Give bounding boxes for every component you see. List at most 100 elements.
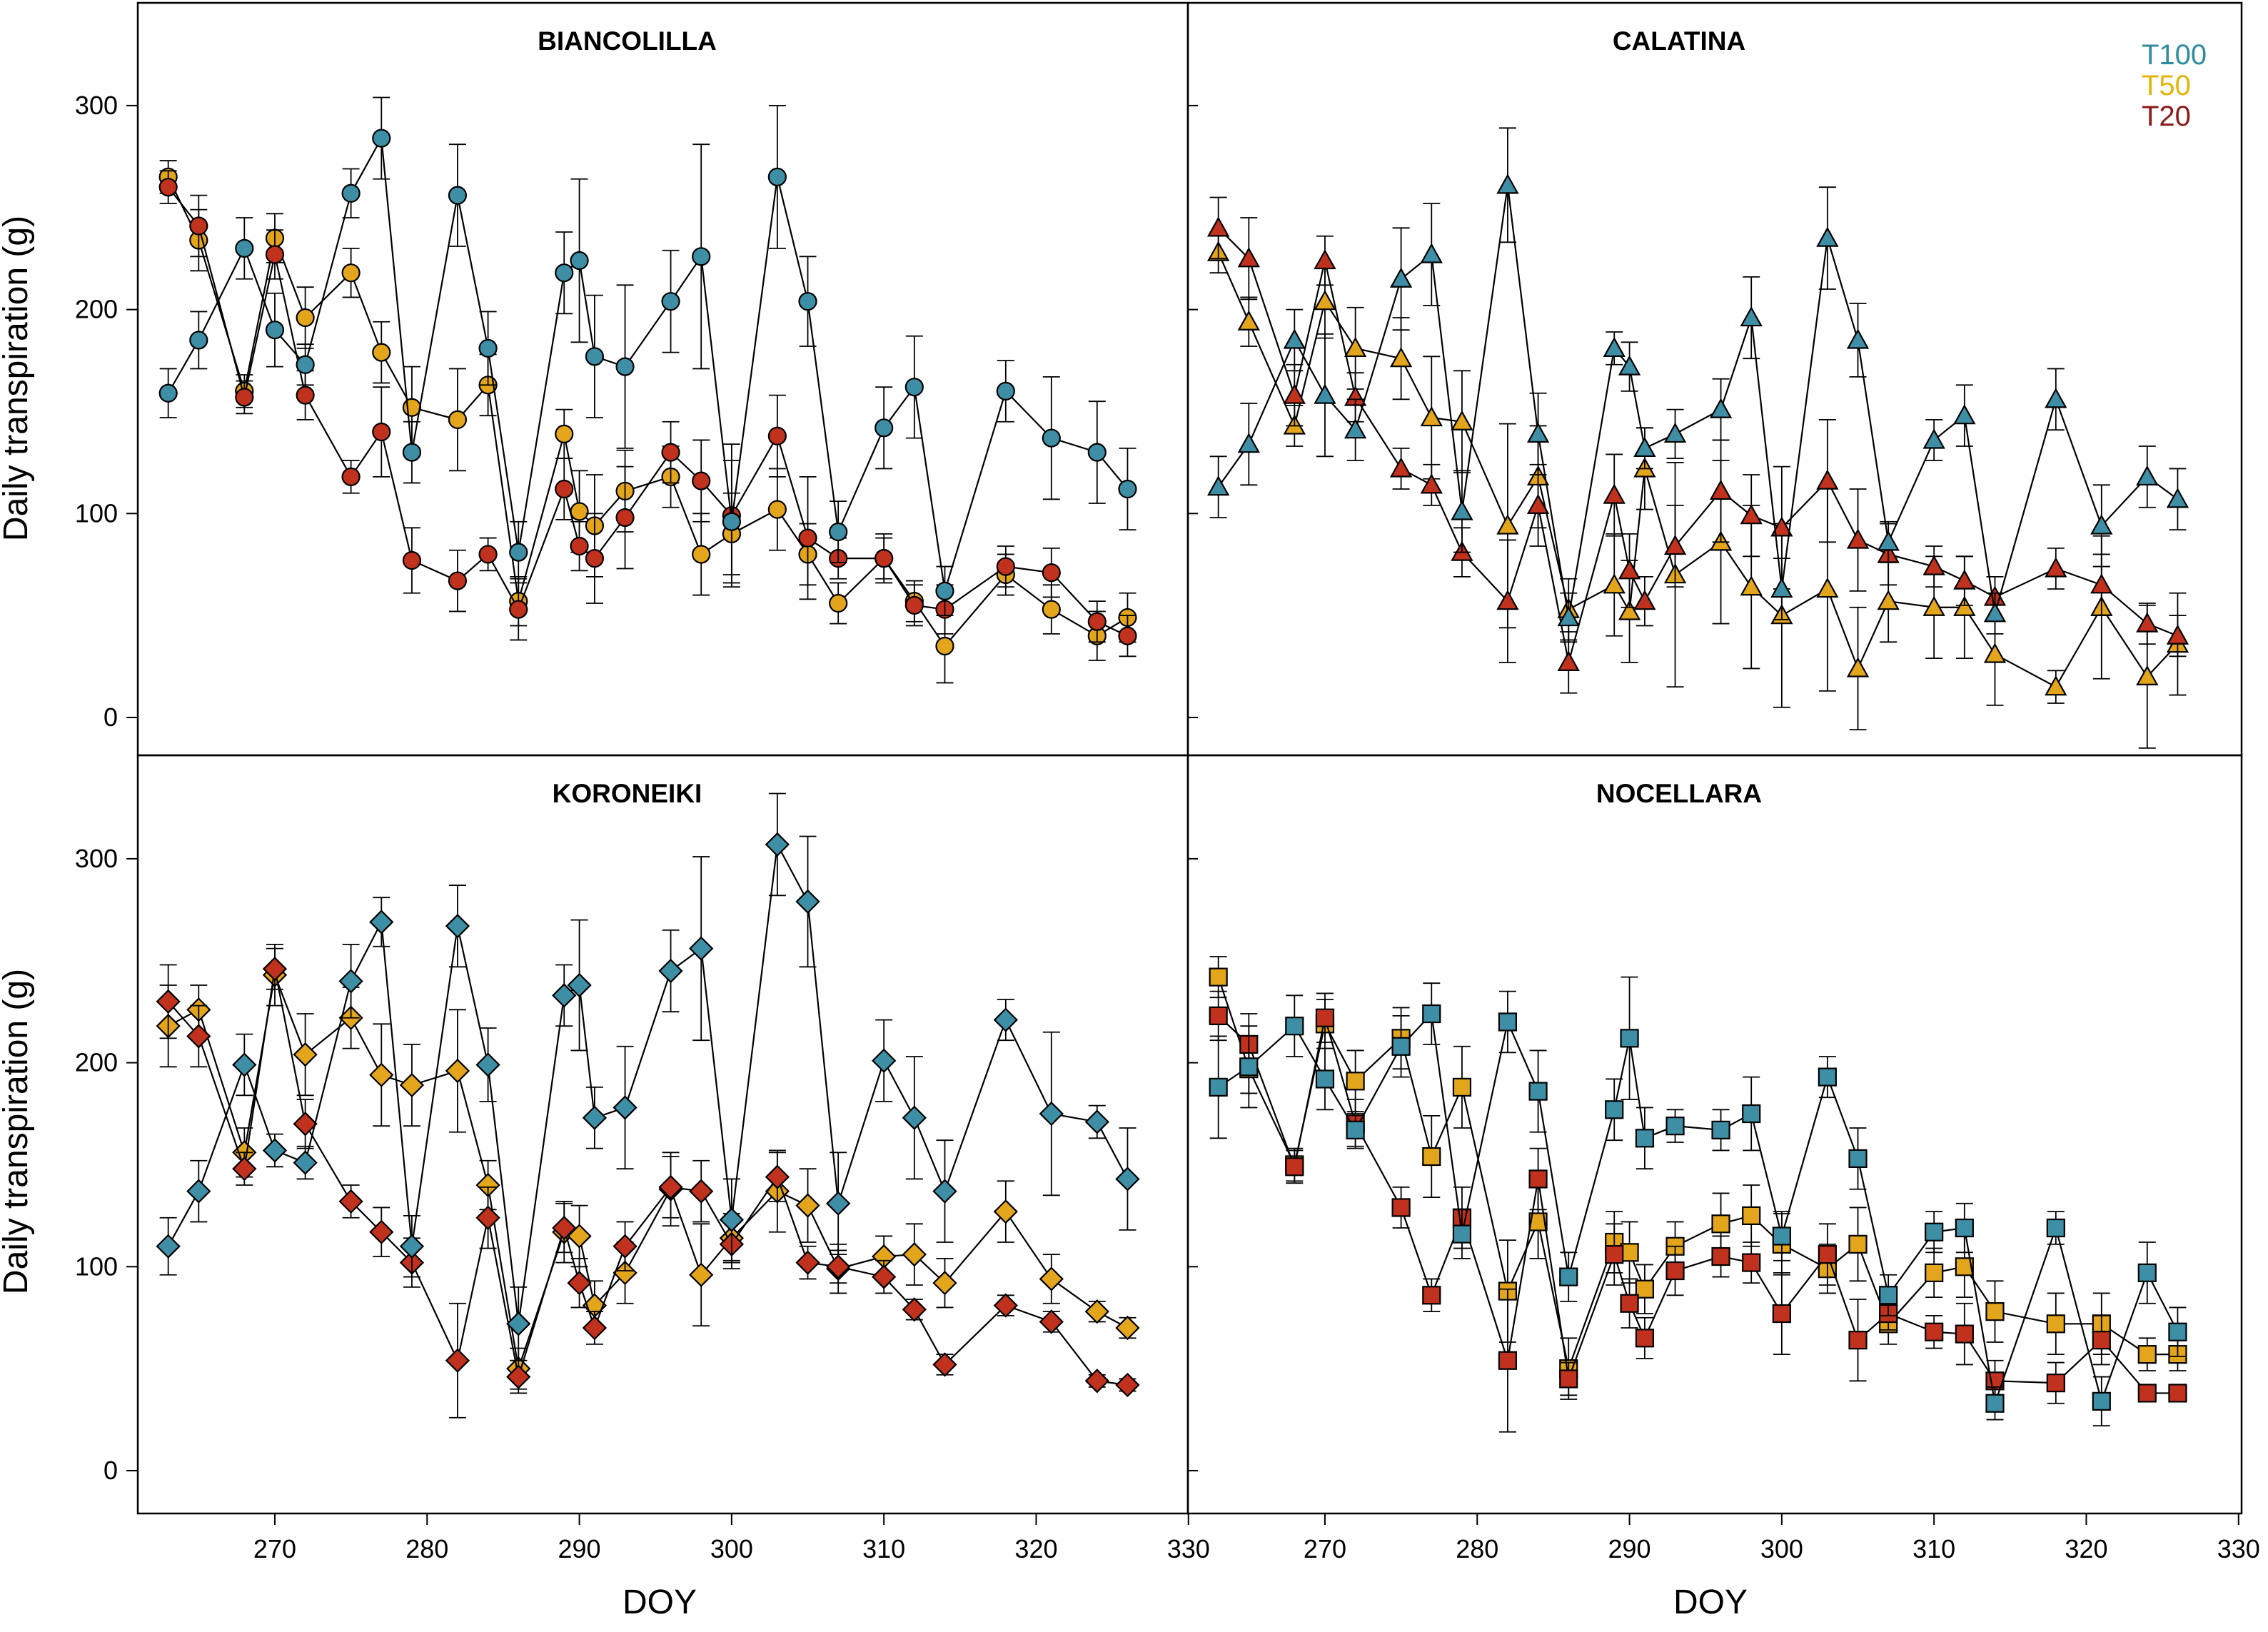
- y-axis-label-bottom: Daily transpiration (g): [0, 969, 35, 1294]
- data-point-t100: [1498, 1012, 1518, 1032]
- panel-nocellara: NOCELLARA 270 280 290 300 310 320 330: [1186, 754, 2260, 1563]
- data-point-t100: [689, 936, 714, 961]
- data-point-t50: [1496, 514, 1519, 535]
- x-axis-label-left: DOY: [623, 1583, 697, 1621]
- data-point-t100: [570, 251, 589, 271]
- data-point-t100: [1605, 1100, 1624, 1119]
- data-point-t20: [555, 479, 574, 499]
- data-point-t100: [722, 512, 741, 531]
- data-point-t100: [1039, 1101, 1064, 1127]
- data-point-t100: [795, 889, 820, 915]
- data-point-t100: [369, 910, 394, 935]
- data-point-t100: [932, 1179, 957, 1204]
- data-point-t100: [1983, 602, 2007, 623]
- data-point-t50: [555, 424, 574, 443]
- data-point-t100: [2137, 1263, 2157, 1282]
- data-point-t100: [2136, 465, 2159, 486]
- data-point-t50: [1925, 1263, 1944, 1282]
- y-tick-label: 200: [75, 295, 118, 324]
- data-point-t50: [369, 1062, 394, 1087]
- legend-t100: T100: [2142, 39, 2207, 71]
- data-point-t20: [613, 1234, 637, 1259]
- data-point-t50: [692, 545, 711, 564]
- legend-t50: T50: [2142, 70, 2191, 101]
- data-point-t20: [1084, 1369, 1109, 1394]
- data-point-t20: [1315, 1008, 1335, 1027]
- data-point-t20: [1922, 555, 1945, 575]
- y-axis-label-top: Daily transpiration (g): [0, 216, 35, 541]
- data-point-t100: [1422, 1004, 1441, 1024]
- data-point-t20: [1498, 1351, 1518, 1370]
- data-point-t20: [509, 600, 528, 619]
- data-point-t20: [1039, 1309, 1064, 1334]
- data-point-t20: [506, 1364, 531, 1389]
- data-point-t20: [1496, 590, 1519, 610]
- data-point-t20: [567, 1271, 592, 1296]
- data-point-t100: [1389, 267, 1413, 288]
- data-point-t20: [402, 550, 422, 570]
- data-point-t50: [689, 1262, 714, 1287]
- data-point-t100: [448, 186, 468, 205]
- series-line-t100: [1217, 185, 2179, 618]
- data-point-t50: [399, 1072, 425, 1098]
- data-point-t20: [2166, 624, 2189, 645]
- data-point-t20: [1818, 1245, 1837, 1264]
- data-point-t20: [296, 386, 315, 405]
- data-point-t20: [932, 1352, 957, 1377]
- panel-calatina: CALATINA: [1186, 1, 2243, 757]
- legend-t20: T20: [2142, 101, 2191, 132]
- data-point-t20: [1420, 473, 1443, 494]
- data-point-t20: [1042, 563, 1061, 583]
- x-tick-label: 300: [710, 1534, 753, 1563]
- data-point-t20: [1087, 612, 1107, 631]
- data-point-t20: [1422, 1286, 1441, 1305]
- data-point-t100: [1618, 355, 1641, 376]
- data-point-t100: [1770, 577, 1793, 598]
- data-point-t50: [445, 1058, 470, 1084]
- data-point-t100: [829, 522, 848, 542]
- data-point-t50: [1115, 1315, 1140, 1341]
- data-point-t100: [798, 292, 817, 311]
- x-tick-label: 320: [1014, 1534, 1057, 1563]
- data-point-t20: [1663, 534, 1687, 555]
- data-point-t20: [1557, 650, 1580, 672]
- data-point-t100: [156, 1234, 181, 1259]
- data-point-t20: [1742, 1253, 1761, 1272]
- data-point-t100: [475, 1052, 500, 1077]
- data-point-t50: [1983, 643, 2007, 663]
- panel-title: BIANCOLILLA: [538, 26, 717, 56]
- data-point-t20: [448, 571, 468, 590]
- data-point-t20: [235, 388, 254, 407]
- series-line-t20: [167, 186, 1128, 637]
- data-point-t100: [1496, 173, 1519, 194]
- series-line-t50: [167, 176, 1129, 648]
- data-point-t20: [1665, 1261, 1685, 1281]
- data-point-t100: [235, 238, 254, 258]
- x-tick-label: 280: [405, 1534, 448, 1563]
- series-line-t100: [167, 842, 1129, 1324]
- data-point-t100: [1665, 1117, 1685, 1136]
- y-tick-label: 100: [75, 1251, 118, 1281]
- data-point-t100: [445, 914, 470, 939]
- series-t20: [156, 947, 1140, 1419]
- data-point-t20: [570, 536, 589, 556]
- data-point-t100: [1239, 1057, 1259, 1077]
- data-point-t100: [509, 543, 528, 562]
- data-point-t20: [1955, 1324, 1974, 1344]
- data-point-t20: [475, 1205, 500, 1230]
- data-point-t50: [1451, 410, 1473, 430]
- data-point-t20: [689, 1179, 714, 1204]
- data-point-t20: [1846, 528, 1870, 549]
- data-point-t100: [1603, 336, 1626, 358]
- data-point-t50: [567, 1224, 592, 1249]
- data-point-t100: [1237, 433, 1260, 453]
- data-point-t20: [262, 957, 288, 982]
- data-point-t50: [1985, 1302, 2005, 1321]
- data-point-t100: [399, 1234, 425, 1259]
- data-point-t20: [1772, 1304, 1791, 1324]
- data-point-t100: [1663, 422, 1687, 443]
- data-point-t50: [1635, 1279, 1654, 1299]
- data-point-t20: [2137, 1384, 2157, 1403]
- data-point-t50: [402, 398, 422, 417]
- data-point-t100: [1953, 404, 1976, 425]
